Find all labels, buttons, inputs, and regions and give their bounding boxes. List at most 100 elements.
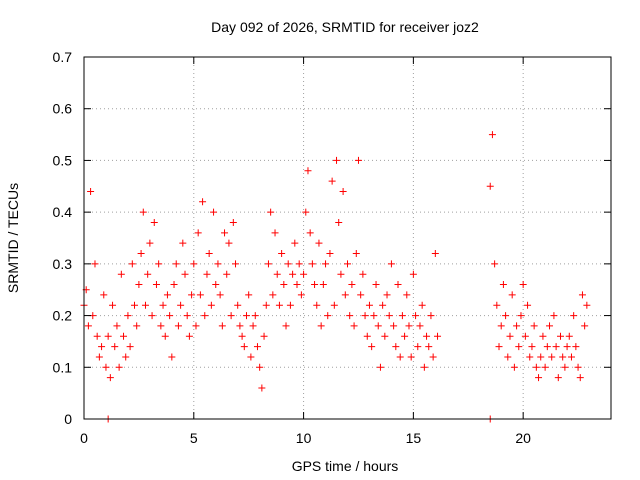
data-point [106,374,114,382]
data-point [194,229,202,237]
data-point [155,260,163,268]
data-point [572,343,580,351]
data-point [330,301,338,309]
data-point [304,167,312,175]
data-point [159,301,167,309]
data-point [280,281,288,289]
data-point [135,281,143,289]
data-point [260,332,268,340]
data-point [346,312,354,320]
data-point [282,322,290,330]
y-tick-label: 0.7 [53,49,73,65]
data-point [181,270,189,278]
data-point [504,353,512,361]
data-point [532,363,540,371]
data-point [286,301,294,309]
data-point [131,301,139,309]
data-point [548,353,556,361]
data-point [491,260,499,268]
data-point [306,229,314,237]
data-point [431,250,439,258]
data-point [508,291,516,299]
x-tick-label: 15 [406,430,422,446]
data-point [344,260,351,268]
tick-labels: 0 5 10 15 20 0 0.1 0.2 0.3 0.4 0.5 0.6 0.7 [53,49,532,446]
data-point [563,343,571,351]
x-tick-label: 10 [296,430,312,446]
data-point [319,281,327,289]
data-point [339,187,347,195]
data-point [190,260,198,268]
data-point [275,301,283,309]
data-point [249,322,257,330]
data-point [207,301,215,309]
data-point [297,291,305,299]
data-point [172,260,180,268]
data-point [567,353,575,361]
data-point [535,374,543,382]
data-point [418,301,426,309]
data-point [111,343,119,351]
data-point [308,260,316,268]
data-point [185,332,193,340]
data-point [574,363,582,371]
data-point [416,322,424,330]
data-point [148,312,156,320]
data-point [539,332,547,340]
data-point [530,322,538,330]
data-point [541,363,549,371]
data-point [387,260,395,268]
data-point [486,182,494,190]
data-point [392,343,400,351]
data-point [144,270,152,278]
data-point [201,312,209,320]
y-tick-label: 0.4 [53,204,73,220]
data-point [341,291,349,299]
data-point [348,281,356,289]
data-point [302,208,310,216]
data-point [354,156,362,164]
data-point [238,332,246,340]
data-point [104,332,112,340]
data-point [133,322,141,330]
data-point [170,281,178,289]
data-point [352,250,360,258]
data-point [205,250,213,258]
data-point [414,343,422,351]
data-point [262,301,270,309]
data-point [256,363,264,371]
data-point [232,260,240,268]
data-point [368,343,376,351]
data-point [115,363,123,371]
data-point [513,322,521,330]
data-point [326,250,334,258]
data-point [526,353,534,361]
data-point [84,322,92,330]
data-point [251,312,259,320]
data-point [289,270,297,278]
data-point [350,322,358,330]
data-point [578,291,586,299]
data-point [139,208,147,216]
data-point [87,187,95,195]
data-point [583,301,591,309]
data-point [561,363,569,371]
data-point [109,301,117,309]
data-point [499,281,507,289]
data-point [174,322,182,330]
data-point [177,301,185,309]
data-point [240,343,248,351]
data-point [335,218,343,226]
data-point [179,239,187,247]
data-point [196,291,204,299]
data-points [80,131,591,423]
data-point [223,270,231,278]
data-point [576,374,584,382]
data-point [293,281,301,289]
data-point [199,198,207,206]
data-point [120,332,128,340]
data-point [427,312,435,320]
data-point [502,312,510,320]
data-point [519,281,527,289]
